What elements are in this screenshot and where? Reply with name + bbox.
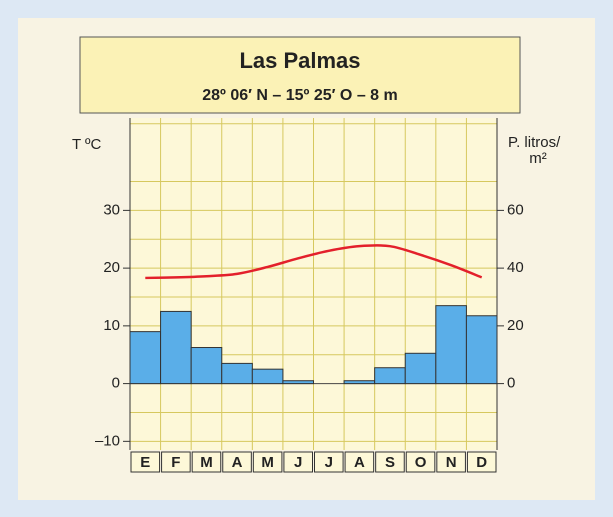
x-tick-label: A: [232, 454, 243, 471]
bar: [465, 315, 498, 385]
y-tick-label: 10: [103, 317, 120, 334]
month-box: [252, 451, 283, 473]
y2-tick-label: 0: [507, 375, 515, 392]
bar: [190, 347, 223, 385]
x-tick-label: A: [354, 454, 365, 471]
month-box: [466, 451, 497, 473]
y-tick-label: 20: [103, 259, 120, 276]
x-tick-label: J: [325, 454, 333, 471]
x-tick-label: J: [294, 454, 302, 471]
month-box: [314, 451, 344, 473]
bar: [129, 331, 162, 385]
x-tick-label: M: [200, 454, 213, 471]
y2-tick-label: 20: [507, 317, 524, 334]
month-box: [283, 451, 313, 473]
bar: [435, 305, 467, 385]
chart-title: Las Palmas: [239, 48, 360, 73]
month-box: [191, 451, 222, 473]
bar: [374, 367, 406, 385]
bar: [282, 380, 314, 385]
x-tick-label: S: [385, 454, 395, 471]
month-box: [375, 451, 405, 473]
x-tick-label: E: [140, 454, 150, 471]
bar: [160, 310, 192, 385]
title-box: [79, 36, 521, 114]
x-tick-label: F: [171, 454, 180, 471]
month-box: [344, 451, 375, 473]
month-box: [130, 451, 161, 473]
y2-tick-label: 60: [507, 201, 524, 218]
x-tick-label: D: [476, 454, 487, 471]
y-tick-label: –10: [95, 432, 120, 449]
y-tick-label: 0: [112, 375, 120, 392]
month-box: [222, 451, 252, 473]
x-tick-label: N: [446, 454, 457, 471]
y-axis-label: T ºC: [72, 136, 102, 153]
x-tick-label: O: [415, 454, 427, 471]
month-box: [436, 451, 466, 473]
y-tick-label: 30: [103, 201, 120, 218]
y2-axis-label: P. litros/: [508, 134, 561, 151]
temperature-line: [145, 244, 483, 280]
y2-tick-label: 40: [507, 259, 524, 276]
x-tick-label: M: [261, 454, 274, 471]
chart-subtitle: 28º 06′ N – 15º 25′ O – 8 m: [202, 87, 397, 104]
bar: [221, 362, 253, 385]
month-box: [161, 451, 191, 473]
y2-axis-label: m²: [529, 150, 547, 167]
bar: [251, 368, 284, 385]
bar: [343, 380, 376, 385]
month-box: [405, 451, 436, 473]
bar: [404, 352, 437, 385]
